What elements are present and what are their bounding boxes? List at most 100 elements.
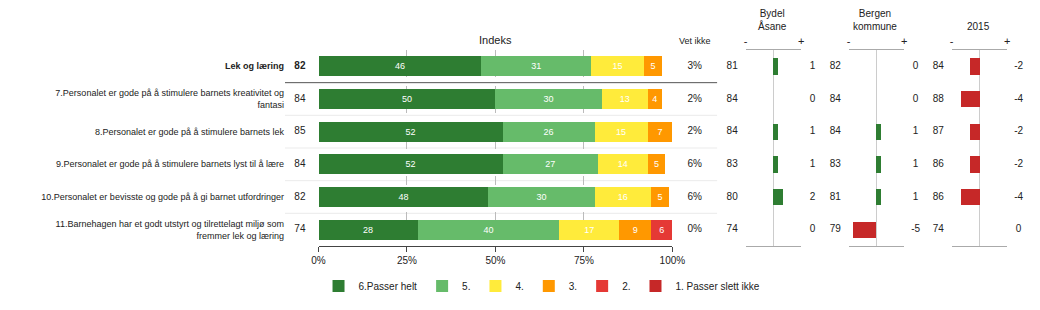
svg-text:-2: -2 xyxy=(1014,158,1023,169)
svg-text:9.Personalet er gode på å stim: 9.Personalet er gode på å stimulere barn… xyxy=(56,159,284,169)
svg-text:82: 82 xyxy=(294,60,306,71)
svg-text:+: + xyxy=(798,35,804,47)
svg-text:84: 84 xyxy=(294,158,306,169)
svg-text:84: 84 xyxy=(294,93,306,104)
svg-text:30: 30 xyxy=(544,94,554,104)
svg-text:81: 81 xyxy=(727,60,739,71)
svg-text:-2: -2 xyxy=(1014,60,1023,71)
svg-text:5: 5 xyxy=(650,61,655,71)
svg-text:52: 52 xyxy=(406,159,416,169)
svg-text:74: 74 xyxy=(294,223,306,234)
svg-text:0%: 0% xyxy=(311,255,326,266)
svg-text:11.Barnehagen har et godt utst: 11.Barnehagen har et godt utstyrt og til… xyxy=(56,219,284,241)
svg-text:87: 87 xyxy=(933,125,945,136)
svg-text:30: 30 xyxy=(536,192,546,202)
svg-text:31: 31 xyxy=(531,61,541,71)
svg-text:2.: 2. xyxy=(622,281,630,292)
svg-text:-: - xyxy=(744,35,748,47)
svg-text:15: 15 xyxy=(613,61,623,71)
svg-text:13: 13 xyxy=(620,94,630,104)
svg-text:2015: 2015 xyxy=(967,21,990,32)
svg-text:0: 0 xyxy=(810,93,816,104)
svg-text:5.: 5. xyxy=(462,281,470,292)
svg-text:82: 82 xyxy=(830,60,842,71)
svg-text:100%: 100% xyxy=(660,255,686,266)
svg-text:83: 83 xyxy=(830,158,842,169)
svg-text:84: 84 xyxy=(933,60,945,71)
svg-text:BydelÅsane: BydelÅsane xyxy=(758,8,787,32)
svg-text:-2: -2 xyxy=(1014,125,1023,136)
svg-text:1: 1 xyxy=(913,191,919,202)
svg-text:Lek og læring: Lek og læring xyxy=(225,61,284,71)
svg-text:84: 84 xyxy=(830,93,842,104)
svg-text:6%: 6% xyxy=(688,158,703,169)
svg-text:0: 0 xyxy=(1016,223,1022,234)
svg-text:81: 81 xyxy=(830,191,842,202)
svg-text:1. Passer slett ikke: 1. Passer slett ikke xyxy=(675,281,759,292)
svg-text:26: 26 xyxy=(544,127,554,137)
svg-text:75%: 75% xyxy=(574,255,594,266)
svg-text:6%: 6% xyxy=(688,191,703,202)
svg-text:48: 48 xyxy=(398,192,408,202)
svg-text:74: 74 xyxy=(727,223,739,234)
svg-text:10.Personalet er bevisste og g: 10.Personalet er bevisste og gode på å g… xyxy=(41,192,284,202)
svg-text:-: - xyxy=(847,35,851,47)
svg-text:84: 84 xyxy=(830,125,842,136)
svg-text:2: 2 xyxy=(810,191,816,202)
svg-text:+: + xyxy=(1004,35,1010,47)
svg-text:1: 1 xyxy=(810,125,816,136)
svg-text:6: 6 xyxy=(659,225,664,235)
svg-text:-4: -4 xyxy=(1014,191,1023,202)
svg-text:14: 14 xyxy=(618,159,628,169)
svg-text:84: 84 xyxy=(727,125,739,136)
svg-text:4: 4 xyxy=(652,94,657,104)
svg-text:-5: -5 xyxy=(911,223,920,234)
svg-text:0: 0 xyxy=(810,223,816,234)
svg-text:6.Passer helt: 6.Passer helt xyxy=(359,281,418,292)
svg-text:2%: 2% xyxy=(688,93,703,104)
svg-text:27: 27 xyxy=(545,159,555,169)
svg-text:-: - xyxy=(950,35,954,47)
svg-text:Bergenkommune: Bergenkommune xyxy=(853,8,897,32)
svg-text:+: + xyxy=(901,35,907,47)
svg-text:82: 82 xyxy=(294,191,306,202)
svg-text:0%: 0% xyxy=(688,223,703,234)
svg-text:1: 1 xyxy=(913,125,919,136)
svg-text:84: 84 xyxy=(727,93,739,104)
svg-text:79: 79 xyxy=(830,223,842,234)
svg-text:25%: 25% xyxy=(397,255,417,266)
svg-text:3.: 3. xyxy=(569,281,577,292)
svg-text:85: 85 xyxy=(294,125,306,136)
svg-text:16: 16 xyxy=(618,192,628,202)
svg-text:1: 1 xyxy=(810,60,816,71)
svg-text:0: 0 xyxy=(913,93,919,104)
svg-text:86: 86 xyxy=(933,191,945,202)
svg-text:52: 52 xyxy=(406,127,416,137)
svg-text:Vet ikke: Vet ikke xyxy=(679,36,711,46)
svg-text:1: 1 xyxy=(810,158,816,169)
svg-text:3%: 3% xyxy=(688,60,703,71)
svg-text:74: 74 xyxy=(933,223,945,234)
svg-text:-4: -4 xyxy=(1014,93,1023,104)
svg-text:88: 88 xyxy=(933,93,945,104)
svg-text:15: 15 xyxy=(616,127,626,137)
svg-text:80: 80 xyxy=(727,191,739,202)
svg-text:9: 9 xyxy=(633,225,638,235)
svg-text:2%: 2% xyxy=(688,125,703,136)
svg-text:8.Personalet er gode på å stim: 8.Personalet er gode på å stimulere barn… xyxy=(95,127,285,137)
svg-text:5: 5 xyxy=(658,192,663,202)
svg-text:40: 40 xyxy=(483,225,493,235)
svg-text:50%: 50% xyxy=(485,255,505,266)
svg-text:0: 0 xyxy=(913,60,919,71)
svg-text:28: 28 xyxy=(363,225,373,235)
svg-text:7: 7 xyxy=(658,127,663,137)
svg-text:5: 5 xyxy=(654,159,659,169)
svg-text:1: 1 xyxy=(913,158,919,169)
svg-text:7.Personalet er gode på å stim: 7.Personalet er gode på å stimulere barn… xyxy=(55,88,284,110)
svg-text:4.: 4. xyxy=(515,281,523,292)
svg-text:46: 46 xyxy=(395,61,405,71)
svg-text:50: 50 xyxy=(402,94,412,104)
svg-text:86: 86 xyxy=(933,158,945,169)
svg-text:17: 17 xyxy=(584,225,594,235)
svg-text:83: 83 xyxy=(727,158,739,169)
